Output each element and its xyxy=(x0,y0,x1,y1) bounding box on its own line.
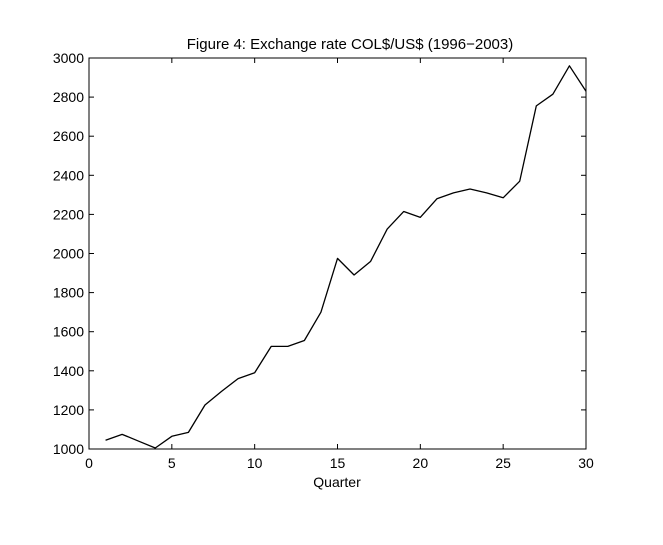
y-tick-label: 1000 xyxy=(53,441,84,457)
y-tick-label: 3000 xyxy=(53,50,84,66)
x-axis: 0 5 10 15 20 25 30 xyxy=(85,58,594,471)
y-tick-label: 1600 xyxy=(53,324,84,340)
chart-title: Figure 4: Exchange rate COL$/US$ (1996−2… xyxy=(187,36,513,53)
y-tick-label: 1200 xyxy=(53,402,84,418)
y-tick-label: 2200 xyxy=(53,206,84,222)
x-tick-label: 20 xyxy=(413,455,429,471)
y-tick-label: 1800 xyxy=(53,285,84,301)
x-tick-label: 0 xyxy=(85,455,93,471)
x-axis-label: Quarter xyxy=(313,474,361,490)
y-axis: 1000 1200 1400 1600 1800 2000 2200 2400 2600 2800… xyxy=(53,50,586,457)
x-tick-label: 30 xyxy=(578,455,594,471)
y-tick-label: 2600 xyxy=(53,128,84,144)
plot-area xyxy=(88,57,587,450)
series-layer xyxy=(105,65,587,449)
y-tick-label: 2000 xyxy=(53,246,84,262)
x-tick-label: 5 xyxy=(168,455,176,471)
x-tick-label: 25 xyxy=(495,455,511,471)
y-tick-label: 2400 xyxy=(53,167,84,183)
x-tick-label: 15 xyxy=(330,455,346,471)
series-line-0 xyxy=(105,65,587,449)
y-tick-label: 2800 xyxy=(53,89,84,105)
y-tick-label: 1400 xyxy=(53,363,84,379)
x-tick-label: 10 xyxy=(247,455,263,471)
